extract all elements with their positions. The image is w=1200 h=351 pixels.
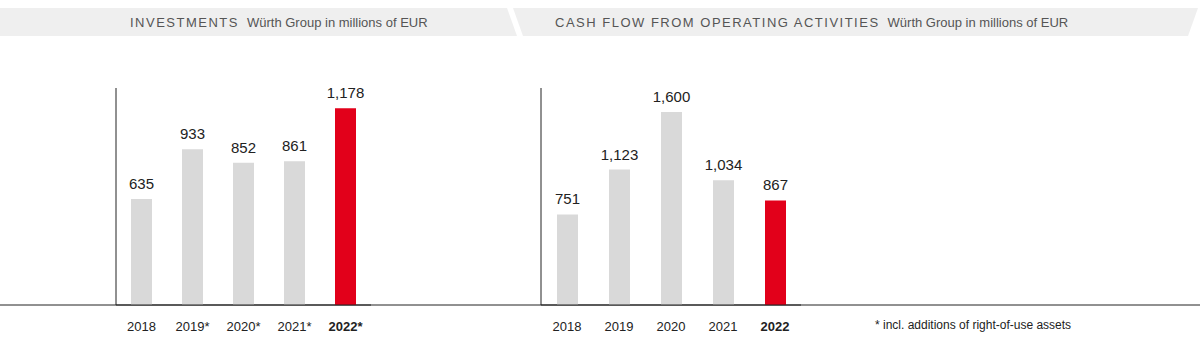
svg-text:933: 933 (180, 125, 205, 142)
svg-text:2022: 2022 (761, 319, 790, 334)
svg-text:852: 852 (231, 139, 256, 156)
svg-text:* incl. additions of right-of-: * incl. additions of right-of-use assets (875, 318, 1071, 332)
svg-text:635: 635 (129, 175, 154, 192)
svg-text:CASH FLOW FROM OPERATING ACTIV: CASH FLOW FROM OPERATING ACTIVITIESWürth… (555, 15, 1068, 30)
svg-text:2019*: 2019* (176, 319, 210, 334)
svg-text:2019: 2019 (605, 319, 634, 334)
svg-text:2020*: 2020* (227, 319, 261, 334)
svg-text:1,123: 1,123 (601, 146, 639, 163)
svg-text:2022*: 2022* (329, 319, 364, 334)
svg-text:INVESTMENTSWürth Group in mill: INVESTMENTSWürth Group in millions of EU… (130, 15, 428, 30)
svg-text:2018: 2018 (127, 319, 156, 334)
svg-text:1,034: 1,034 (705, 156, 743, 173)
svg-text:1,178: 1,178 (327, 84, 365, 101)
svg-text:751: 751 (555, 190, 580, 207)
svg-text:2018: 2018 (553, 319, 582, 334)
svg-text:2021*: 2021* (278, 319, 312, 334)
svg-text:2021: 2021 (709, 319, 738, 334)
svg-text:2020: 2020 (657, 319, 686, 334)
svg-text:867: 867 (763, 176, 788, 193)
svg-text:861: 861 (282, 137, 307, 154)
svg-text:1,600: 1,600 (653, 88, 691, 105)
